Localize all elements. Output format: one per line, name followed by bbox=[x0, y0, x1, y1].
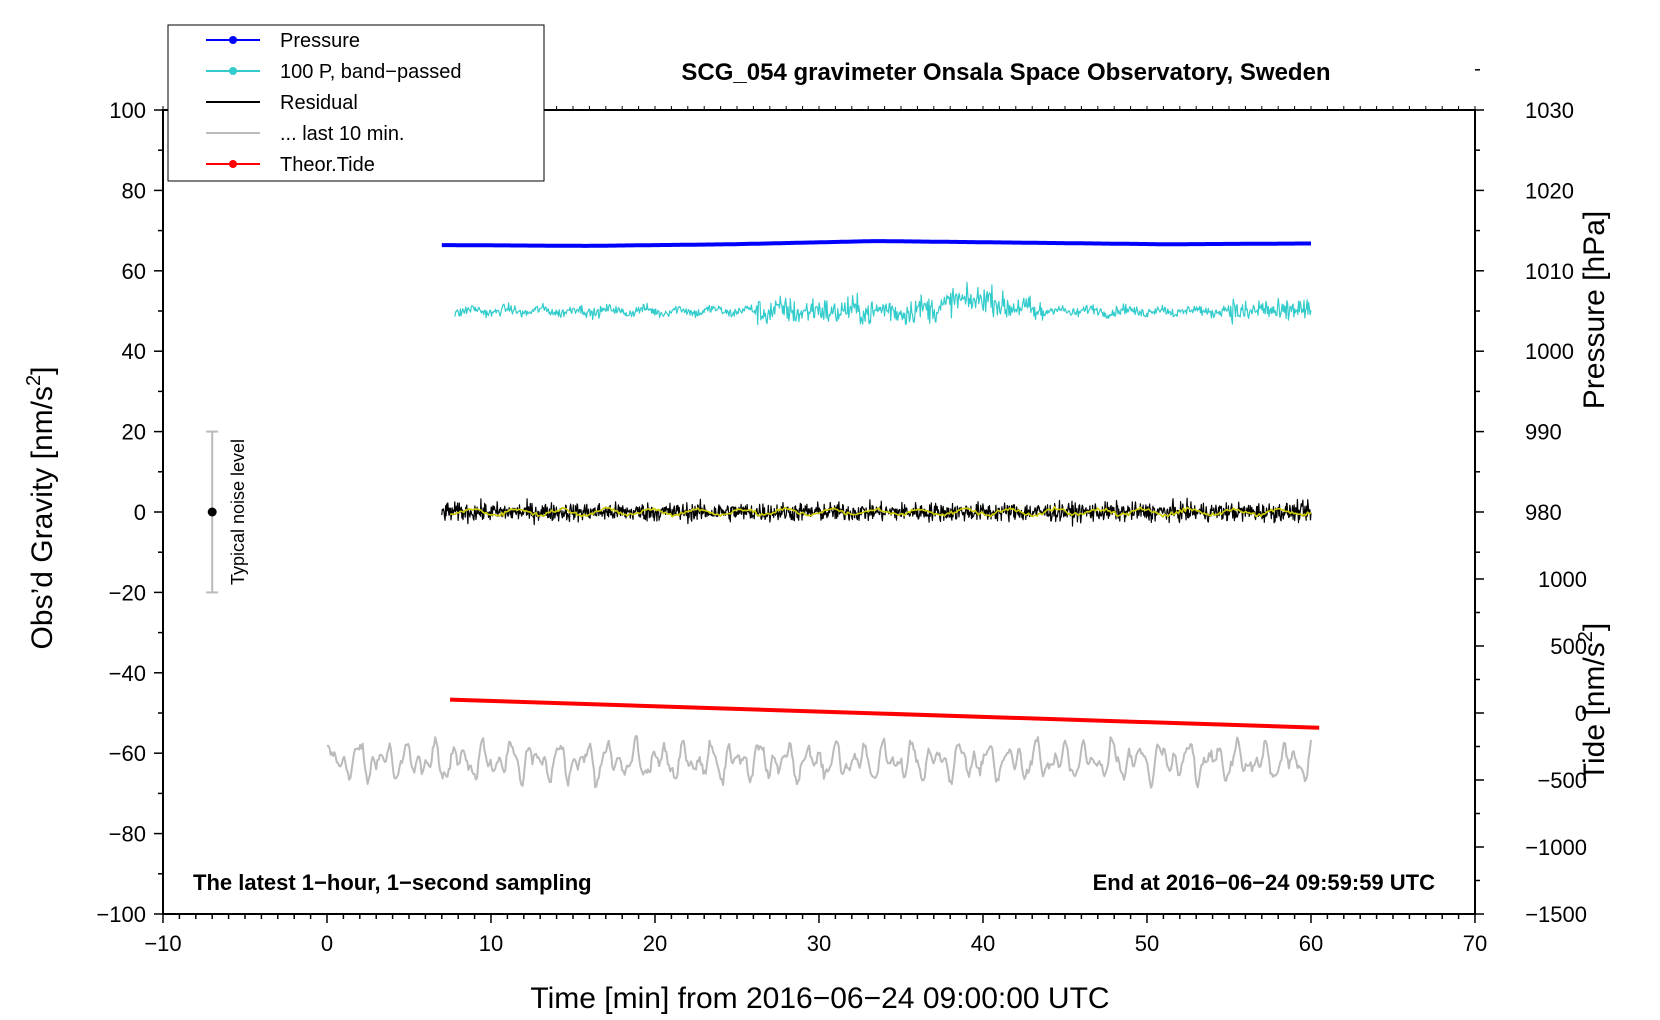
x-tick-label: 30 bbox=[807, 931, 831, 956]
x-tick-label: 20 bbox=[643, 931, 667, 956]
legend: Pressure 100 P, band−passed Residual ... la… bbox=[167, 24, 545, 182]
series-last-10-min bbox=[327, 735, 1312, 789]
noise-level-bar: Typical noise level bbox=[206, 430, 248, 594]
tide-tick-label: −500 bbox=[1537, 768, 1587, 793]
legend-label: Pressure bbox=[280, 30, 360, 52]
annotation-sampling: The latest 1−hour, 1−second sampling bbox=[193, 870, 592, 895]
y-tick-label: 100 bbox=[109, 98, 146, 123]
noise-bar-dot bbox=[207, 507, 217, 517]
y-axis-title-gravity: Obs’d Gravity [nm/s2] bbox=[23, 367, 59, 650]
legend-label: Theor.Tide bbox=[280, 154, 375, 176]
series-band-passed bbox=[454, 281, 1312, 326]
pressure-tick-label: 1030 bbox=[1525, 98, 1574, 123]
y-axis-title-tide: Tide [nm/s2] bbox=[1575, 623, 1611, 781]
y-tick-label: −60 bbox=[109, 741, 146, 766]
y-tick-label: 20 bbox=[122, 420, 146, 445]
y-axis-gravity: 100 80 60 40 20 0 −20 −40 −60 −80 −100 bbox=[96, 98, 163, 927]
legend-marker bbox=[229, 160, 237, 168]
x-tick-label: 70 bbox=[1463, 931, 1487, 956]
y-tick-label: −20 bbox=[109, 580, 146, 605]
x-tick-label: 10 bbox=[479, 931, 503, 956]
pressure-tick-label: 1020 bbox=[1525, 178, 1574, 203]
y-tick-label: 40 bbox=[122, 339, 146, 364]
y-tick-label: 60 bbox=[122, 259, 146, 284]
x-tick-label: 0 bbox=[321, 931, 333, 956]
legend-label: Residual bbox=[280, 92, 358, 114]
legend-marker bbox=[229, 36, 237, 44]
x-tick-label: 60 bbox=[1299, 931, 1323, 956]
y-axis-pressure: 1030 1020 1010 1000 990 980 bbox=[1475, 69, 1574, 553]
pressure-tick-label: 1000 bbox=[1525, 339, 1574, 364]
series-smoothed-residual bbox=[449, 505, 1312, 518]
x-tick-label: 50 bbox=[1135, 931, 1159, 956]
tide-tick-label: −1500 bbox=[1525, 902, 1587, 927]
tide-tick-label: 0 bbox=[1575, 701, 1587, 726]
tide-tick-label: −1000 bbox=[1525, 835, 1587, 860]
y-tick-label: −80 bbox=[109, 822, 146, 847]
y-tick-label: 80 bbox=[122, 178, 146, 203]
series-layer bbox=[327, 239, 1320, 789]
x-tick-label: −10 bbox=[144, 931, 181, 956]
series-theor-tide bbox=[449, 697, 1320, 730]
y-axis-tide: 1000 500 0 −500 −1000 −1500 bbox=[1475, 567, 1587, 927]
pressure-tick-label: 980 bbox=[1525, 500, 1562, 525]
legend-marker bbox=[229, 67, 237, 75]
pressure-tick-label: 990 bbox=[1525, 420, 1562, 445]
chart-title: SCG_054 gravimeter Onsala Space Observat… bbox=[681, 59, 1330, 86]
series-pressure bbox=[441, 239, 1311, 248]
y-tick-label: −100 bbox=[96, 902, 146, 927]
y-axis-title-pressure: Pressure [hPa] bbox=[1578, 211, 1611, 409]
legend-label: ... last 10 min. bbox=[280, 123, 405, 145]
tide-tick-label: 500 bbox=[1550, 634, 1587, 659]
y-tick-label: 0 bbox=[134, 500, 146, 525]
annotation-end-time: End at 2016−06−24 09:59:59 UTC bbox=[1093, 870, 1436, 895]
x-axis-title: Time [min] from 2016−06−24 09:00:00 UTC bbox=[530, 982, 1109, 1015]
noise-bar-label: Typical noise level bbox=[228, 439, 248, 585]
x-tick-label: 40 bbox=[971, 931, 995, 956]
y-tick-label: −40 bbox=[109, 661, 146, 686]
series-residual bbox=[441, 497, 1312, 527]
legend-label: 100 P, band−passed bbox=[280, 61, 461, 83]
tide-tick-label: 1000 bbox=[1538, 567, 1587, 592]
pressure-tick-label: 1010 bbox=[1525, 259, 1574, 284]
x-axis: −10 0 10 20 30 40 50 60 70 bbox=[144, 106, 1487, 956]
